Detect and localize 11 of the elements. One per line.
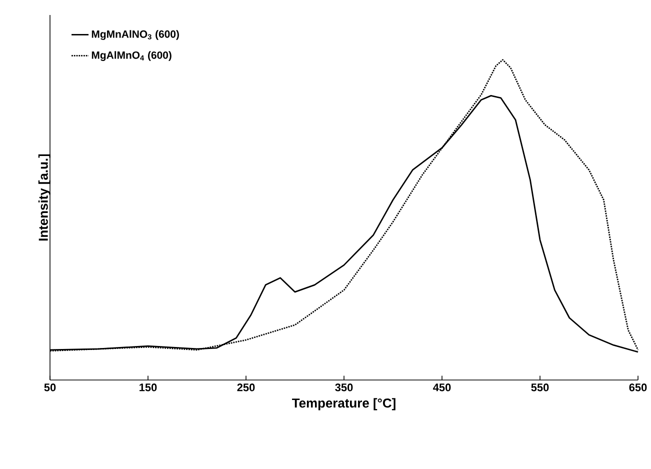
- x-tick-label: 550: [531, 384, 549, 392]
- x-tick-label: 450: [433, 384, 451, 392]
- legend-label: MgMnAlNO$_{3}$ (600): [92, 30, 179, 40]
- legend-label: MgAlMnO$_{4}$ (600): [92, 51, 172, 61]
- x-tick-label: 350: [335, 384, 353, 392]
- x-tick-label: 50: [44, 384, 56, 392]
- y-axis-title: Intensity [a.u.]: [38, 154, 50, 241]
- x-tick-label: 250: [237, 384, 255, 392]
- x-axis-title: Temperature [°C]: [292, 398, 396, 410]
- x-tick-label: 650: [629, 384, 647, 392]
- x-tick-label: 150: [140, 384, 157, 392]
